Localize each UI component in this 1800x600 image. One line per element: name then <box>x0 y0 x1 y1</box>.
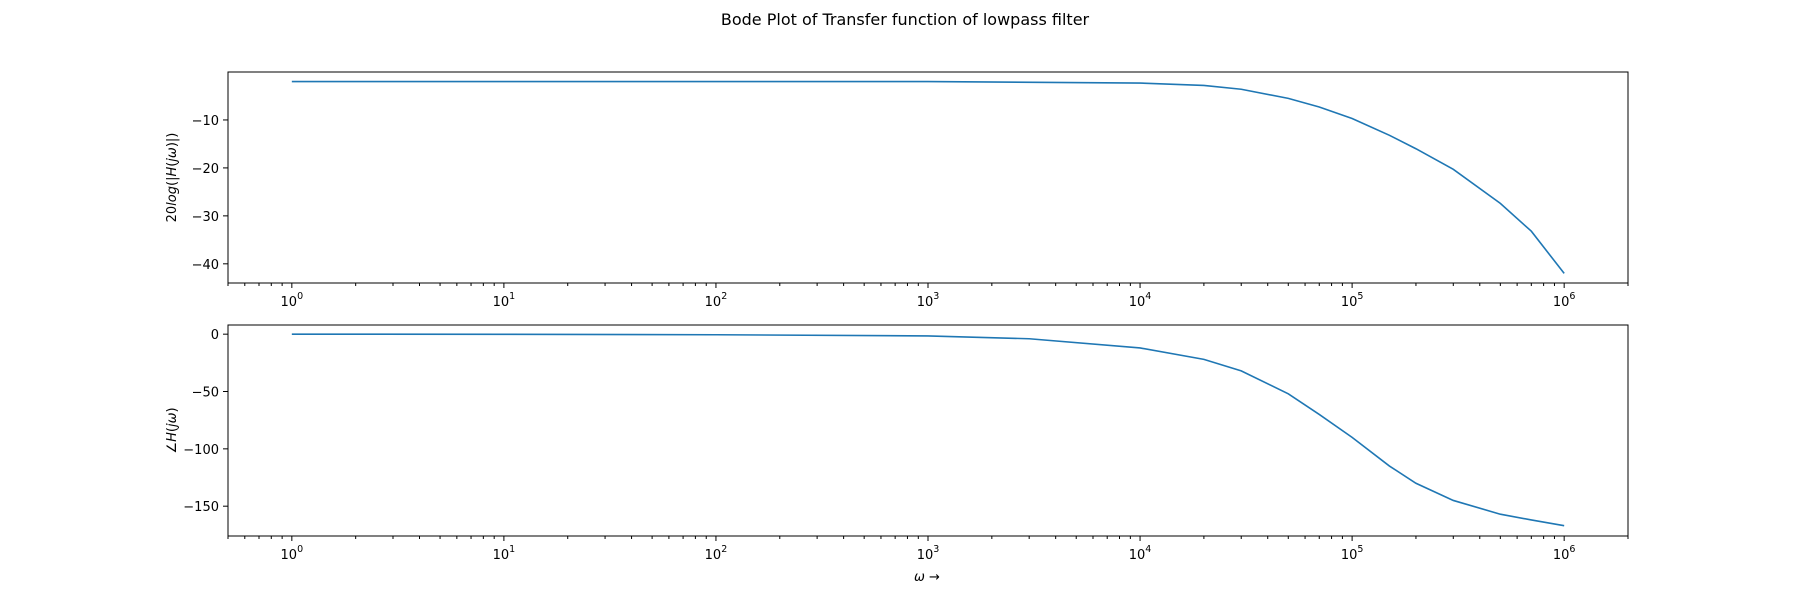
magnitude-y-tick-label: −40 <box>192 258 219 273</box>
phase-y-axis-label: ∠H(jω) <box>165 407 180 453</box>
magnitude-y-axis-label: 20log(|H(jω)|) <box>165 133 180 223</box>
magnitude-x-tick-label: 106 <box>1553 291 1576 310</box>
phase-x-tick-label: 100 <box>281 544 304 563</box>
phase-x-tick-label: 103 <box>917 544 940 563</box>
magnitude-y-tick-label: −30 <box>192 210 219 225</box>
phase-x-tick-label: 104 <box>1129 544 1152 563</box>
phase-x-tick-label: 106 <box>1553 544 1576 563</box>
phase-axes-frame <box>227 324 1629 537</box>
phase-subplot: 100 101 102 103 104 105 106 0 −50 −100 −150 ∠H(jω) ω… <box>165 324 1629 585</box>
magnitude-x-tick-label: 102 <box>705 291 728 310</box>
phase-series-line <box>291 333 1565 527</box>
magnitude-x-tick-label: 101 <box>493 291 516 310</box>
magnitude-axes-frame <box>227 71 1629 284</box>
phase-x-axis-label: ω → <box>914 570 940 585</box>
magnitude-x-tick-label: 105 <box>1341 291 1364 310</box>
phase-y-tick-label: −100 <box>183 443 219 458</box>
phase-x-tick-label: 102 <box>705 544 728 563</box>
magnitude-y-tick-label: −10 <box>192 114 219 129</box>
magnitude-x-tick-label: 100 <box>281 291 304 310</box>
magnitude-series-line <box>291 80 1565 274</box>
phase-y-tick-label: −50 <box>192 386 219 401</box>
figure-title: Bode Plot of Transfer function of lowpas… <box>721 10 1090 29</box>
magnitude-x-tick-label: 104 <box>1129 291 1152 310</box>
magnitude-subplot: 100 101 102 103 104 105 106 −10 −20 −30 −40 20log(|… <box>165 71 1629 310</box>
phase-y-tick-label: −150 <box>183 500 219 515</box>
phase-x-tick-label: 101 <box>493 544 516 563</box>
phase-y-tick-label: 0 <box>211 328 219 343</box>
phase-x-tick-label: 105 <box>1341 544 1364 563</box>
magnitude-x-tick-label: 103 <box>917 291 940 310</box>
magnitude-y-tick-label: −20 <box>192 162 219 177</box>
